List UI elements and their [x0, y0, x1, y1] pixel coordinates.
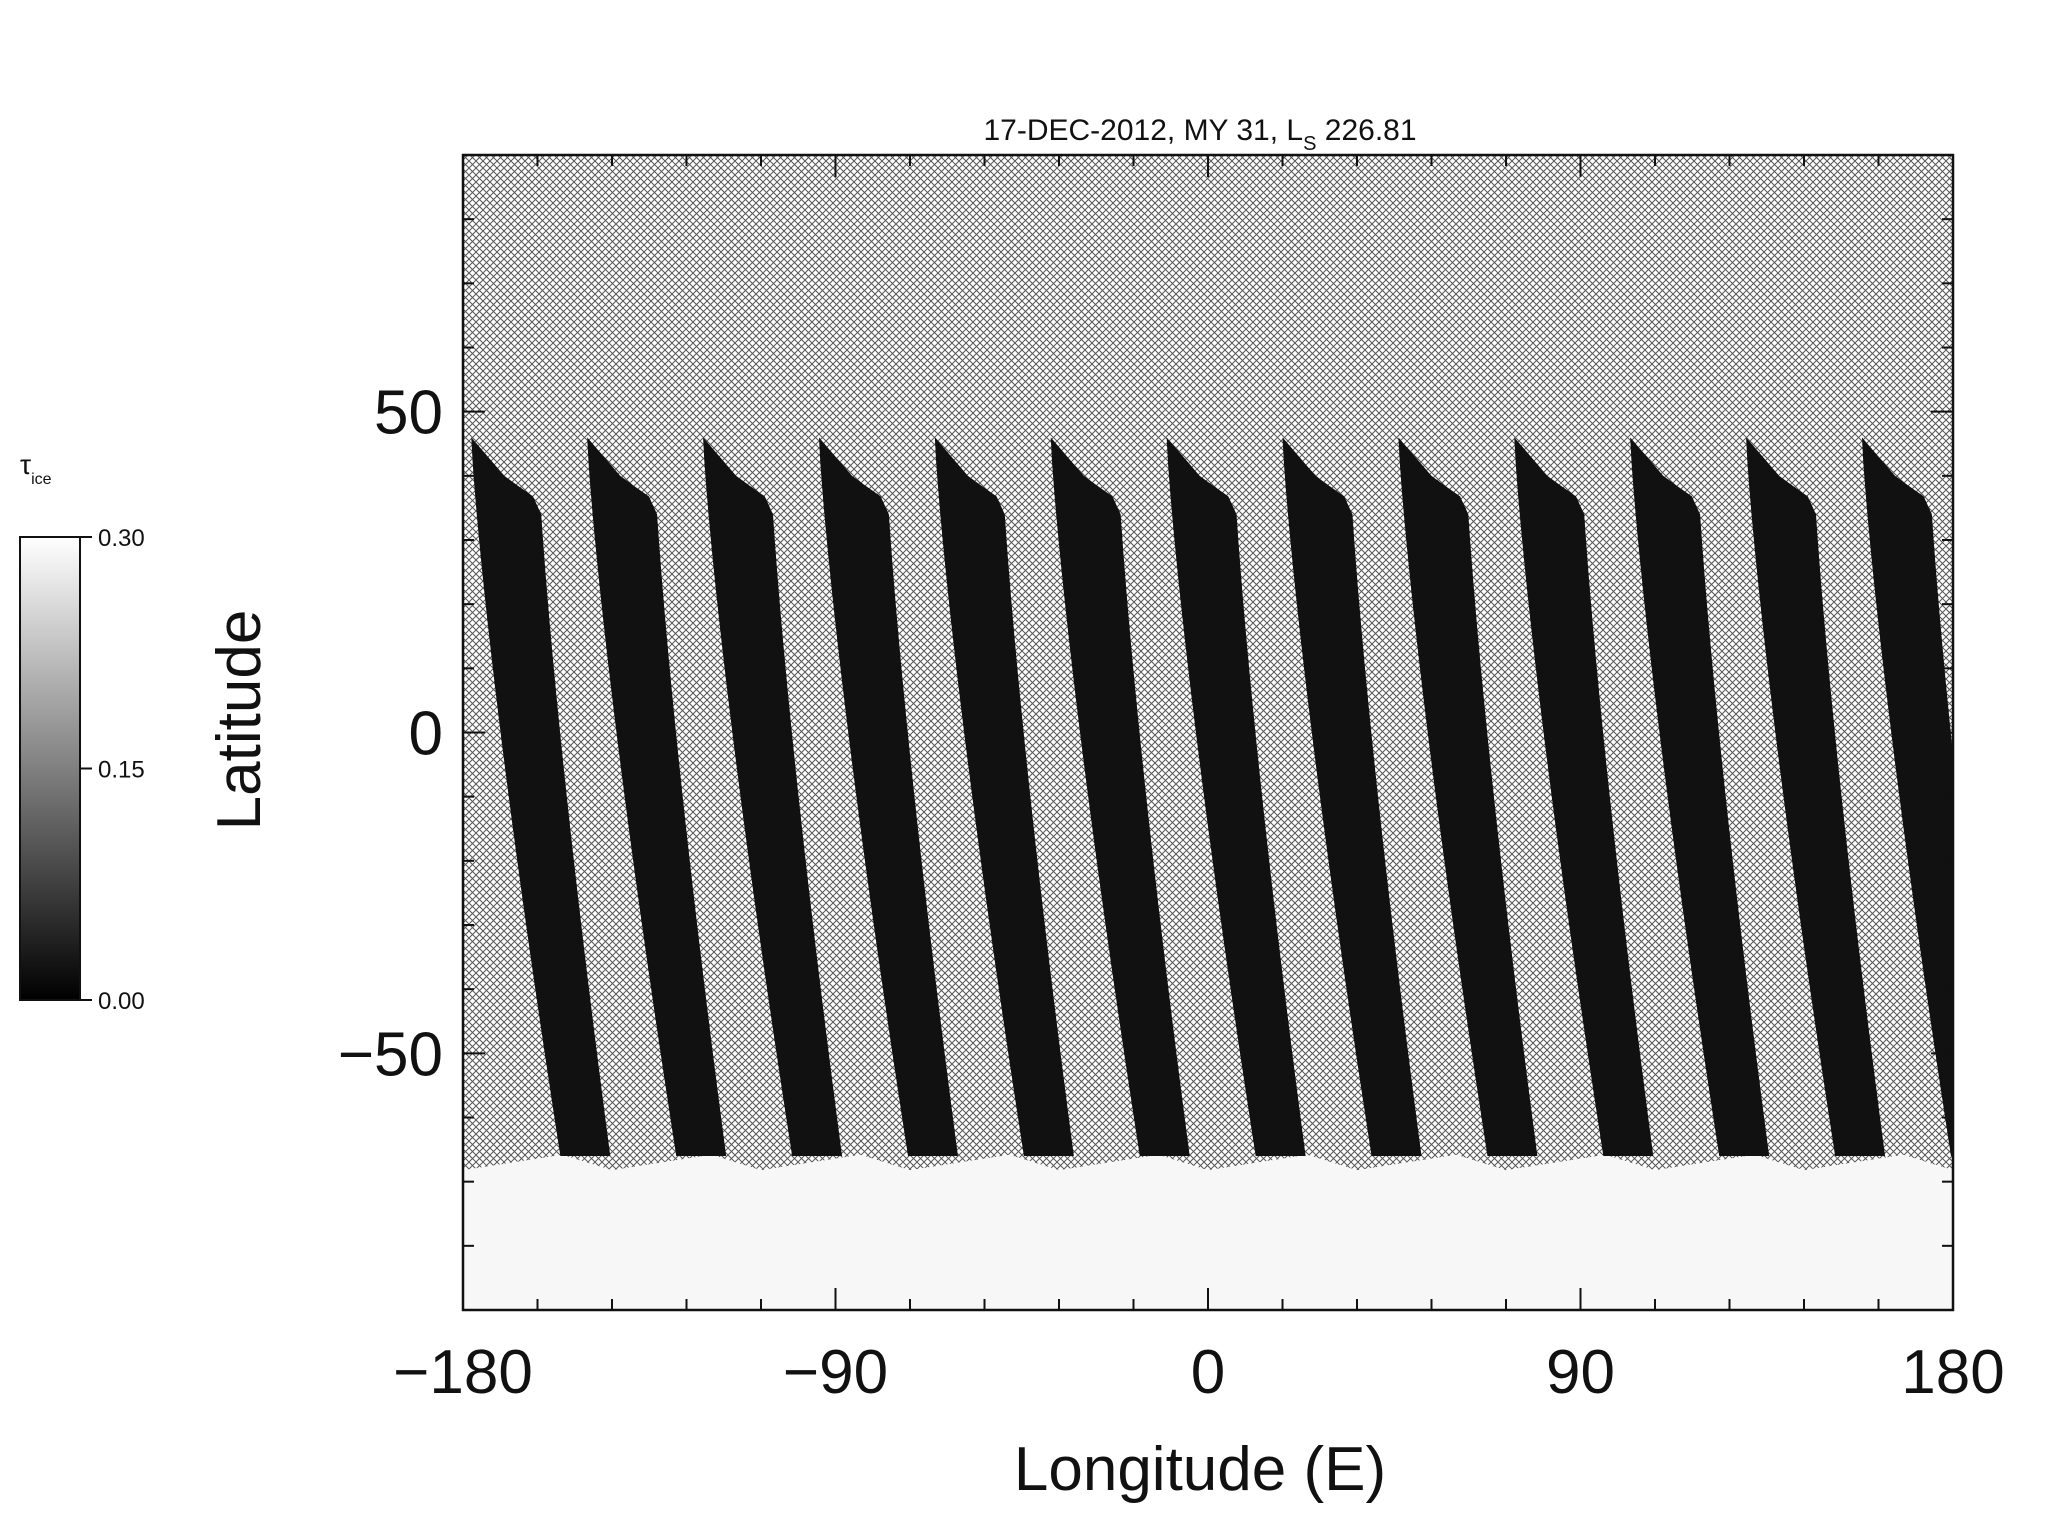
orbit-swath [818, 437, 958, 1156]
x-tick-label: 90 [1546, 1338, 1615, 1407]
x-tick-label: 180 [1901, 1338, 2004, 1407]
orbit-swath [1282, 437, 1422, 1156]
orbit-swath [1630, 437, 1770, 1156]
y-tick-label: −50 [338, 1020, 443, 1089]
orbit-swath [471, 437, 611, 1156]
orbit-swath [1746, 437, 1886, 1156]
y-tick-label: 50 [374, 379, 443, 448]
orbit-swath [587, 437, 727, 1156]
colorbar-label: τice [20, 449, 52, 488]
x-tick-label: −180 [393, 1338, 533, 1407]
colorbar-tick-label: 0.00 [98, 988, 145, 1015]
south-polar-ice-region [463, 1154, 1953, 1310]
colorbar: τice 0.00 0.15 0.30 [19, 449, 145, 1015]
colorbar-ticks: 0.00 0.15 0.30 [80, 525, 145, 1015]
data-layer [463, 437, 1953, 1310]
orbit-swath [1514, 437, 1654, 1156]
y-axis-label: Latitude [205, 610, 274, 831]
title-subscript: S [1303, 133, 1316, 155]
colorbar-tick-label: 0.30 [98, 525, 145, 552]
y-tick-label: 0 [409, 700, 443, 769]
colorbar-gradient [19, 536, 81, 1001]
x-tick-label: −90 [783, 1338, 888, 1407]
axis-ticks: −180 −90 0 90 180 −50 0 50 [338, 154, 2005, 1407]
orbit-swath [1050, 437, 1190, 1156]
x-axis-label: Longitude (E) [1014, 1435, 1386, 1504]
orbit-swath [1398, 437, 1538, 1156]
plot-area: −180 −90 0 90 180 −50 0 50 [338, 153, 2005, 1407]
chart-title: 17-DEC-2012, MY 31, LS 226.81 [983, 114, 1416, 155]
orbit-swath [1861, 437, 1953, 1156]
x-tick-label: 0 [1191, 1338, 1225, 1407]
orbit-swath [1166, 437, 1306, 1156]
orbit-swath [934, 437, 1074, 1156]
orbit-swath [703, 437, 843, 1156]
colorbar-tick-label: 0.15 [98, 757, 145, 784]
